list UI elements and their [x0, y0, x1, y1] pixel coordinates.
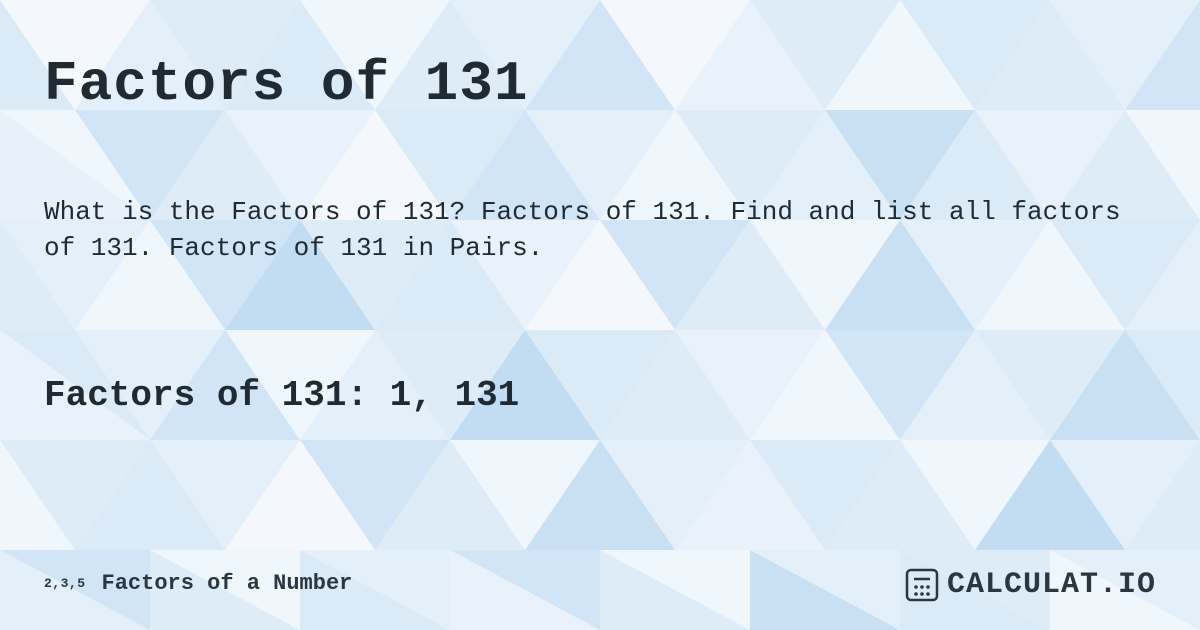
footer-label: Factors of a Number: [102, 571, 353, 596]
brand-text: CALCULAT.IO: [947, 568, 1156, 602]
page-description: What is the Factors of 131? Factors of 1…: [44, 194, 1144, 267]
factors-icon: 2,3,5: [44, 576, 86, 591]
result-heading: Factors of 131: 1, 131: [44, 375, 1156, 416]
footer: 2,3,5 Factors of a Number: [44, 571, 352, 596]
page-title: Factors of 131: [44, 52, 1156, 116]
page-content: Factors of 131 What is the Factors of 13…: [0, 0, 1200, 630]
calculator-icon: [905, 568, 939, 602]
brand: CALCULAT.IO: [905, 568, 1156, 602]
